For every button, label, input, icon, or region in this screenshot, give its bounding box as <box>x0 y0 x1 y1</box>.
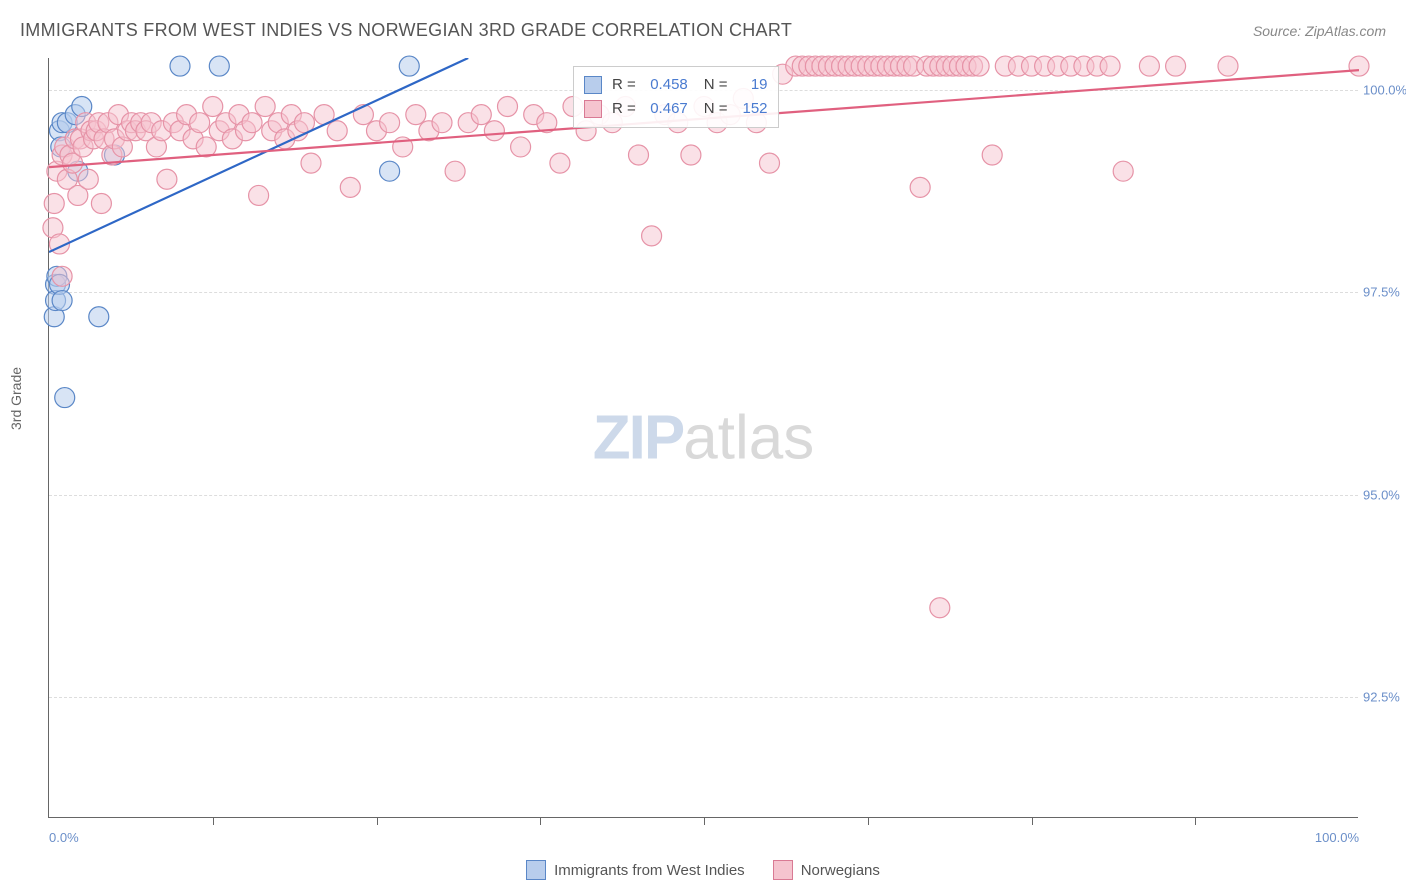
data-point <box>1100 56 1120 76</box>
bottom-legend: Immigrants from West Indies Norwegians <box>0 860 1406 884</box>
legend-swatch <box>584 100 602 118</box>
data-point <box>380 161 400 181</box>
chart-svg-layer <box>49 58 1359 818</box>
n-value: 19 <box>734 73 768 97</box>
data-point <box>255 97 275 117</box>
data-point <box>340 177 360 197</box>
source-prefix: Source: <box>1253 23 1305 39</box>
data-point <box>157 169 177 189</box>
x-minor-tick <box>213 817 214 825</box>
stats-legend-row: R =0.458 N =19 <box>584 73 768 97</box>
x-minor-tick <box>868 817 869 825</box>
legend-swatch <box>526 860 546 880</box>
y-axis-title: 3rd Grade <box>8 367 24 430</box>
data-point <box>432 113 452 133</box>
data-point <box>406 105 426 125</box>
data-point <box>190 113 210 133</box>
legend-swatch <box>773 860 793 880</box>
data-point <box>380 113 400 133</box>
legend-item: Norwegians <box>773 860 880 880</box>
data-point <box>170 56 190 76</box>
x-minor-tick <box>1195 817 1196 825</box>
n-label: N = <box>704 97 728 121</box>
data-point <box>910 177 930 197</box>
y-tick-label: 100.0% <box>1363 83 1406 98</box>
r-label: R = <box>612 73 636 97</box>
x-tick-label: 100.0% <box>1315 830 1359 845</box>
n-label: N = <box>704 73 728 97</box>
x-tick-label: 0.0% <box>49 830 79 845</box>
r-value: 0.458 <box>642 73 688 97</box>
data-point <box>91 194 111 214</box>
n-value: 152 <box>734 97 768 121</box>
data-point <box>327 121 347 141</box>
data-point <box>301 153 321 173</box>
source-link[interactable]: ZipAtlas.com <box>1305 23 1386 39</box>
chart-title: IMMIGRANTS FROM WEST INDIES VS NORWEGIAN… <box>20 20 792 41</box>
y-tick-label: 95.0% <box>1363 487 1406 502</box>
data-point <box>445 161 465 181</box>
data-point <box>642 226 662 246</box>
x-minor-tick <box>377 817 378 825</box>
data-point <box>89 307 109 327</box>
data-point <box>78 169 98 189</box>
data-point <box>52 291 72 311</box>
data-point <box>55 388 75 408</box>
data-point <box>471 105 491 125</box>
legend-label: Immigrants from West Indies <box>554 862 745 879</box>
data-point <box>1166 56 1186 76</box>
data-point <box>550 153 570 173</box>
legend-label: Norwegians <box>801 862 880 879</box>
data-point <box>399 56 419 76</box>
stats-legend: R =0.458 N =19 R =0.467 N =152 <box>573 66 779 128</box>
data-point <box>242 113 262 133</box>
data-point <box>982 145 1002 165</box>
data-point <box>511 137 531 157</box>
r-label: R = <box>612 97 636 121</box>
chart-plot-area: ZIPatlas 92.5%95.0%97.5%100.0%0.0%100.0%… <box>48 58 1358 818</box>
legend-item: Immigrants from West Indies <box>526 860 745 880</box>
y-tick-label: 97.5% <box>1363 285 1406 300</box>
stats-legend-row: R =0.467 N =152 <box>584 97 768 121</box>
data-point <box>498 97 518 117</box>
data-point <box>930 598 950 618</box>
data-point <box>760 153 780 173</box>
x-minor-tick <box>540 817 541 825</box>
data-point <box>1218 56 1238 76</box>
data-point <box>681 145 701 165</box>
y-tick-label: 92.5% <box>1363 689 1406 704</box>
data-point <box>52 266 72 286</box>
legend-swatch <box>584 76 602 94</box>
x-minor-tick <box>704 817 705 825</box>
data-point <box>1349 56 1369 76</box>
data-point <box>203 97 223 117</box>
data-point <box>1113 161 1133 181</box>
r-value: 0.467 <box>642 97 688 121</box>
data-point <box>249 185 269 205</box>
data-point <box>484 121 504 141</box>
data-point <box>1139 56 1159 76</box>
source-label: Source: ZipAtlas.com <box>1253 23 1386 39</box>
data-point <box>969 56 989 76</box>
data-point <box>44 194 64 214</box>
data-point <box>209 56 229 76</box>
data-point <box>629 145 649 165</box>
x-minor-tick <box>1032 817 1033 825</box>
